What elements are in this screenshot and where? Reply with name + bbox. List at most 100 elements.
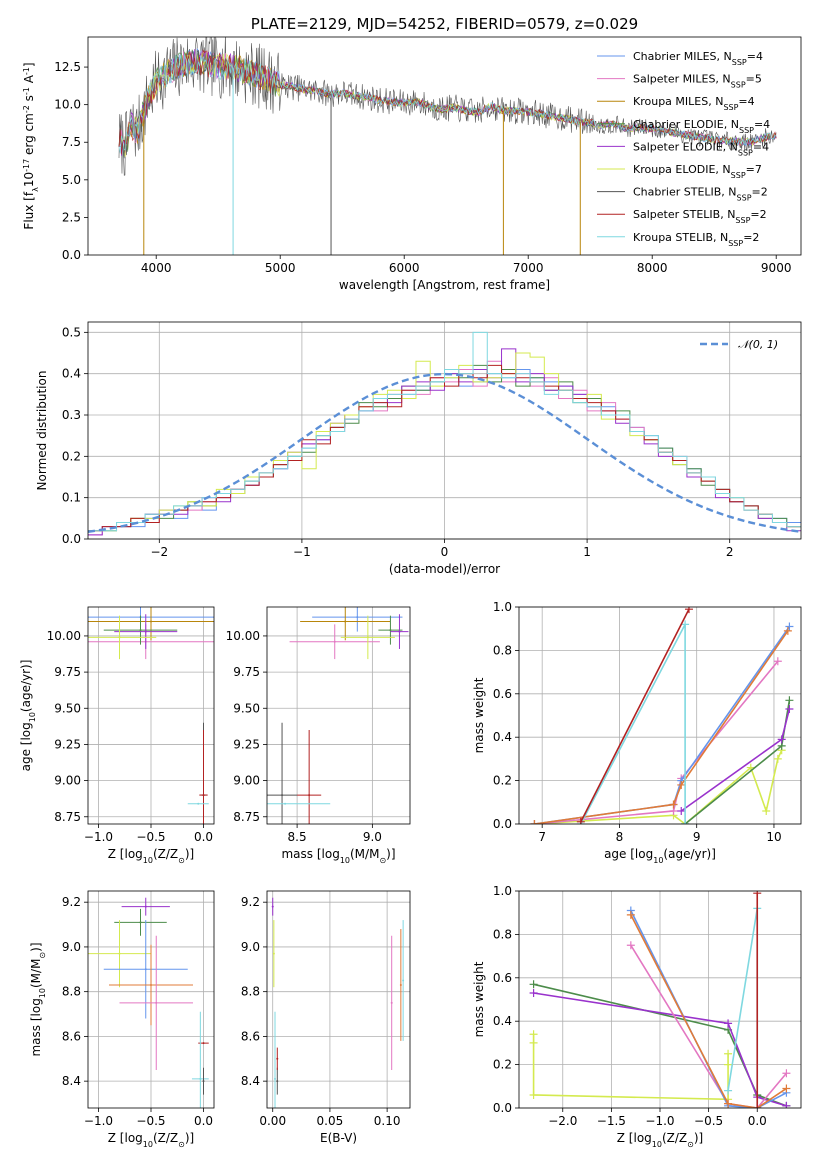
y-tick-label: 1.0 [493,600,512,614]
errorbar-point [118,636,121,639]
mass-weight-marker [773,754,782,763]
mass-weight-marker [753,1104,762,1108]
x-tick-label: 0.0 [194,1114,213,1128]
x-tick-label: −1.5 [597,1114,626,1128]
y-tick-label: 0.6 [493,687,512,701]
mass-weight-marker [626,941,635,950]
axes-frame [87,890,215,1109]
mass-weight-marker [783,626,792,635]
mass-weight-marker [681,820,690,824]
mass-weight-marker [785,704,794,713]
y-tick-label: 0.0 [62,532,81,546]
x-axis-label: (data-model)/error [389,562,500,576]
errorbar-point [202,1042,205,1045]
errorbar-point [281,794,284,797]
model-spectrum-line [118,51,777,157]
legend-label: Salpeter ELODIE, NSSP=4 [633,140,769,157]
x-tick-label: −1.0 [84,830,113,844]
errorbar-point [398,630,401,633]
mass-weight-marker [529,1090,538,1099]
axes-frame [87,321,802,540]
y-tick-label: 9.25 [233,737,260,751]
residuals-plot [88,331,801,536]
mass-weight-marker [782,1069,791,1078]
mass-weight-marker [684,607,693,614]
y-axis-label: Flux [fλ10-17 erg cm-2 s-1 A-1] [22,62,40,229]
gaussian-reference-line [88,372,801,533]
y-tick-label: 9.75 [233,665,260,679]
y-tick-label: 8.75 [233,810,260,824]
x-tick-label: 5000 [265,261,296,275]
y-tick-label: 9.50 [233,701,260,715]
errorbar-point [399,983,402,986]
mass-weight-line [533,992,787,1107]
y-tick-label: 0.4 [493,730,512,744]
y-tick-label: 0.0 [493,1101,512,1115]
y-tick-label: 0.2 [493,774,512,788]
mass-weight-marker [529,988,538,997]
axes-frame [518,890,802,1109]
x-tick-label: 0 [441,545,449,559]
errorbar-point [308,794,311,797]
y-tick-label: 9.2 [241,895,260,909]
x-tick-label: 0.0 [194,830,213,844]
mass-weight-marker [782,1084,791,1093]
y-tick-label: 9.75 [54,665,81,679]
x-axis-label: E(B-V) [320,1131,357,1145]
x-tick-label: 4000 [141,261,172,275]
y-tick-label: 9.0 [62,940,81,954]
mass-weight-marker [724,1099,733,1108]
mass-weight-line [630,914,787,1108]
chart-title: PLATE=2129, MJD=54252, FIBERID=0579, z=0… [251,15,638,33]
errorbar-point [144,968,147,971]
legend-label: Kroupa STELIB, NSSP=2 [633,231,759,248]
mass-weight-marker [529,1030,538,1039]
mass-weight-marker [677,780,686,789]
x-tick-label: 6000 [389,261,420,275]
y-tick-label: 0.6 [493,971,512,985]
mass-weight-marker [724,1060,733,1069]
mass-weight-marker [773,657,782,666]
residuals-axes: −2 −1 0 1 2 0.0 0.1 0.2 0.3 0.4 0.5 (data-model)/er… [35,322,801,576]
mass-weight-marker [626,910,635,919]
mass-weight-marker [724,1086,733,1095]
x-axis-label: Z [log10(Z/Z⊙)] [108,847,194,865]
errorbar-point [389,629,392,632]
mass-weight-marker [529,980,538,989]
errorbar-point [144,630,147,633]
errorbar-point [276,1057,279,1060]
legend-label: Chabrier MILES, NSSP=4 [633,50,763,67]
x-tick-label: −2.0 [548,1114,577,1128]
errorbar-point [118,952,121,955]
y-axis-label: mass weight [472,677,486,753]
y-tick-label: 0.8 [493,643,512,657]
legend-label: Kroupa ELODIE, NSSP=7 [633,163,762,180]
x-tick-label: 9.0 [363,830,382,844]
x-axis-label: wavelength [Angstrom, rest frame] [339,278,550,292]
x-tick-label: −1 [293,545,311,559]
errorbar-point [150,983,152,986]
y-tick-label: 2.5 [62,210,81,224]
spectrum-legend: Chabrier MILES, NSSP=4 Salpeter MILES, NS… [597,50,770,247]
mass-weight-line [534,660,779,824]
y-tick-label: 7.5 [62,135,81,149]
y-tick-label: 9.50 [54,701,81,715]
mass-weight-marker [753,891,762,898]
axes-frame [87,606,215,825]
age_vs_mass-axes: 8.5 9.0 8.75 9.00 9.25 9.50 9.75 10.00 mass [log… [226,607,410,865]
mass-weight-marker [782,1101,791,1108]
y-tick-label: 12.5 [54,60,81,74]
errorbar-point [390,1001,393,1004]
errorbar-point [139,921,142,924]
mass-weight-marker [785,696,794,705]
y-tick-label: 9.2 [62,895,81,909]
errorbar-point [356,616,359,619]
x-tick-label: −2 [150,545,168,559]
x-tick-label: 0.0 [748,1114,767,1128]
model-spectrum-line [118,54,777,154]
y-tick-label: 9.00 [233,774,260,788]
x-tick-label: 9000 [761,261,792,275]
y-tick-label: 5.0 [62,173,81,187]
errorbar-point [202,794,205,797]
